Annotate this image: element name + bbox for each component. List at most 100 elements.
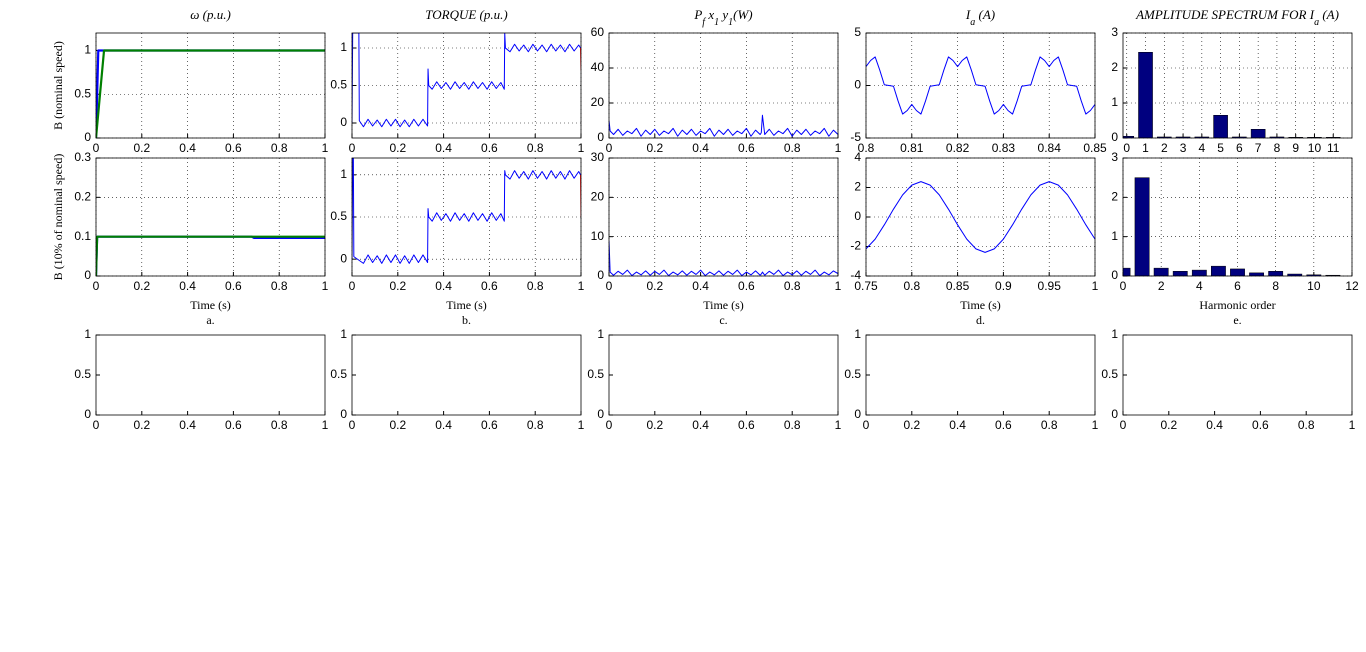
x-tick-label: 0.2 [646, 141, 663, 155]
x-axis-label: Time (s) [703, 298, 744, 312]
axes-frame [1122, 32, 1353, 139]
title-part: a [1314, 17, 1319, 28]
x-tick-label: 0.75 [854, 279, 878, 293]
bar [1153, 267, 1169, 276]
x-tick-label: 10 [1307, 279, 1321, 293]
bar [1123, 267, 1131, 276]
y-tick-label: 2 [1111, 60, 1118, 74]
title-part: TORQUE (p.u.) [425, 7, 507, 22]
y-tick-label: 60 [591, 25, 605, 39]
data-layer [96, 49, 325, 138]
x-tick-label: 0.2 [1160, 418, 1177, 432]
plot-area [866, 158, 1095, 276]
y-tick-label: 3 [1111, 150, 1118, 164]
x-tick-label: 0.85 [946, 279, 970, 293]
axes-frame [865, 32, 1096, 139]
plot-area [609, 335, 838, 415]
title-part: 1 [714, 17, 719, 28]
plot-area [1123, 335, 1352, 415]
x-tick-label: 0 [1123, 141, 1130, 155]
subplot: 0 0.2 0.4 0.6 0.8 1 0 0.5 1 [74, 327, 328, 432]
subplot: 0 0.2 0.4 0.6 0.8 1 0 0.5 1 [1101, 327, 1355, 432]
x-tick-label: 1 [322, 141, 329, 155]
x-tick-label: 0.2 [133, 279, 150, 293]
title-part: (A) [975, 7, 995, 22]
title-part: f [702, 17, 706, 28]
plot-area [352, 335, 581, 415]
axes-frame [351, 32, 582, 139]
x-tick-label: 0.8 [903, 279, 920, 293]
axes-frame [351, 334, 582, 416]
x-tick-label: 0.8 [527, 418, 544, 432]
series-line [609, 240, 838, 276]
x-tick-label: 0.2 [646, 279, 663, 293]
x-axis-label: Time (s) [960, 298, 1001, 312]
axes-frame [95, 334, 326, 416]
bar [1249, 272, 1264, 276]
plot-area [1123, 33, 1352, 138]
title-part: (W) [733, 7, 753, 22]
title-part: P [693, 7, 702, 22]
y-tick-label: 1 [597, 327, 604, 341]
y-tick-label: 1 [84, 43, 91, 57]
axes-frame [351, 157, 582, 277]
y-tick-label: 3 [1111, 25, 1118, 39]
x-tick-label: 0.2 [646, 418, 663, 432]
y-tick-label: 1 [1111, 95, 1118, 109]
x-tick-label: 0.6 [481, 418, 498, 432]
x-tick-label: 0 [606, 141, 613, 155]
axes-frame [95, 157, 326, 277]
x-tick-label: 0.8 [784, 141, 801, 155]
series-line [866, 181, 1095, 253]
data-layer [1123, 52, 1341, 138]
x-tick-label: 0 [606, 279, 613, 293]
x-tick-label: 0.8 [858, 141, 875, 155]
bar [1123, 136, 1135, 138]
x-tick-label: 0.81 [900, 141, 924, 155]
x-tick-label: 0.6 [481, 279, 498, 293]
axes-frame [1122, 157, 1353, 277]
axes-frame [608, 334, 839, 416]
x-tick-label: 0.8 [784, 279, 801, 293]
caption: d. [976, 313, 985, 327]
x-tick-label: 0.4 [949, 418, 966, 432]
x-tick-label: 0.6 [481, 141, 498, 155]
x-tick-label: 0.83 [992, 141, 1016, 155]
y-tick-label: 5 [854, 25, 861, 39]
y-tick-label: 0 [597, 268, 604, 282]
subplot-title: ω (p.u.) [190, 7, 231, 22]
x-tick-label: 0 [93, 279, 100, 293]
subplot-title: Ia (A) [965, 7, 995, 28]
x-tick-label: 1 [835, 418, 842, 432]
x-tick-label: 0.4 [692, 418, 709, 432]
x-tick-label: 0.2 [389, 418, 406, 432]
y-tick-label: 1 [84, 327, 91, 341]
caption: a. [206, 313, 214, 327]
series-line [609, 114, 838, 137]
y-tick-label: 1 [340, 167, 347, 181]
x-tick-label: 0.95 [1038, 279, 1062, 293]
data-layer [609, 240, 838, 276]
x-axis-label: Harmonic order [1199, 298, 1275, 312]
y-tick-label: -4 [850, 268, 861, 282]
y-tick-label: 0.5 [330, 78, 347, 92]
x-tick-label: 1 [578, 279, 585, 293]
y-tick-label: 0 [597, 130, 604, 144]
x-tick-label: 0 [863, 418, 870, 432]
x-tick-label: 7 [1255, 141, 1262, 155]
x-tick-label: 8 [1272, 279, 1279, 293]
title-part: AMPLITUDE SPECTRUM FOR I [1135, 7, 1315, 22]
axes-frame [865, 157, 1096, 277]
x-tick-label: 1 [1349, 418, 1356, 432]
x-tick-label: 0.6 [738, 141, 755, 155]
y-tick-label: 0 [854, 78, 861, 92]
y-tick-label: 2 [854, 180, 861, 194]
y-tick-label: 0 [854, 407, 861, 421]
x-tick-label: 0.8 [1041, 418, 1058, 432]
x-tick-label: 4 [1198, 141, 1205, 155]
series-line [866, 56, 1095, 115]
plot-area [1123, 158, 1352, 276]
bar [1172, 271, 1188, 276]
